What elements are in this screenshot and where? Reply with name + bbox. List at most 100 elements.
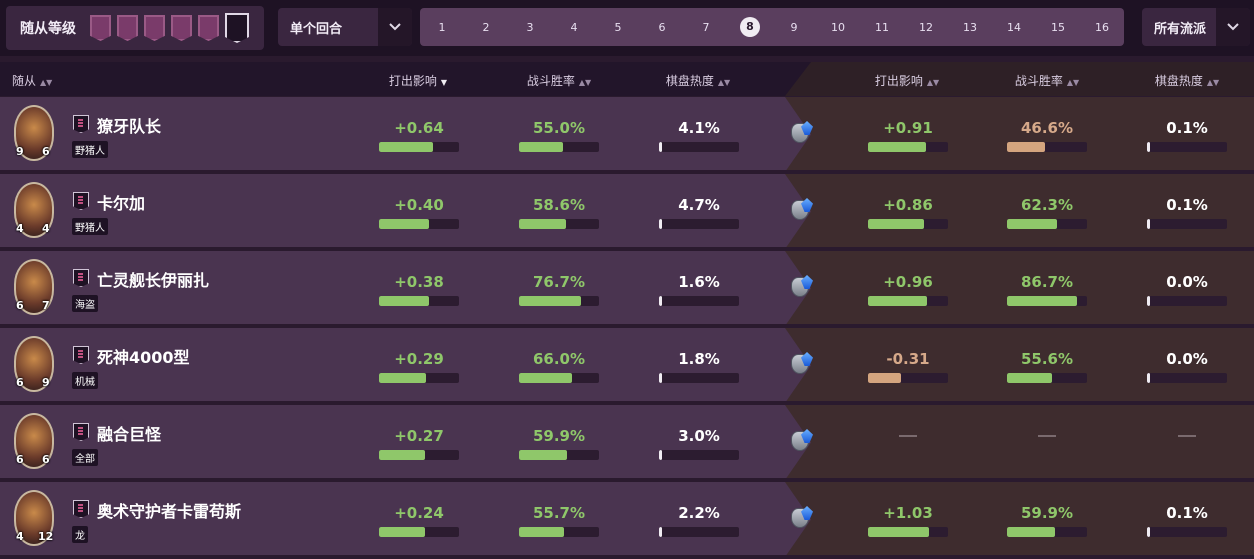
tier-1-icon[interactable]: [90, 15, 111, 41]
shield-gem-icon[interactable]: [791, 352, 815, 378]
left-impact-value: +0.38: [394, 273, 444, 291]
right-heat-bar: [1147, 219, 1227, 229]
minion-portrait[interactable]: [14, 336, 54, 392]
right-heat-bar-fill: [1147, 219, 1150, 229]
turn-1[interactable]: 1: [420, 21, 464, 34]
turn-label: 7: [702, 20, 710, 34]
turn-label: 5: [614, 20, 622, 34]
round-mode-dropdown[interactable]: 单个回合: [278, 8, 412, 46]
minion-name[interactable]: 亡灵舰长伊丽扎: [97, 271, 210, 290]
turn-13[interactable]: 13: [948, 21, 992, 34]
left-winrate-bar-fill: [519, 296, 581, 306]
turn-label: 9: [790, 20, 798, 34]
turn-6[interactable]: 6: [640, 21, 684, 34]
turn-4[interactable]: 4: [552, 21, 596, 34]
turn-label: 4: [570, 20, 578, 34]
left-heat-bar: [659, 142, 739, 152]
chevron-down-icon[interactable]: [378, 8, 412, 46]
table-row[interactable]: 4 4 卡尔加 野猪人 +0.40 58.6% 4.7% +0.86 62.3% 0.1%: [0, 174, 1254, 249]
minion-portrait[interactable]: [14, 182, 54, 238]
turn-9[interactable]: 9: [772, 21, 816, 34]
tier-6-icon: [73, 423, 89, 441]
chevron-down-icon[interactable]: [1216, 8, 1250, 46]
tier-6-icon: [73, 346, 89, 364]
turn-12[interactable]: 12: [904, 21, 948, 34]
minion-name[interactable]: 死神4000型: [97, 348, 190, 367]
turn-3[interactable]: 3: [508, 21, 552, 34]
table-row[interactable]: 6 9 死神4000型 机械 +0.29 66.0% 1.8% -0.31 55.6% 0.0%: [0, 328, 1254, 403]
right-impact-value: +0.96: [883, 273, 933, 291]
column-header-left-heat[interactable]: 棋盘热度 ▲▼: [648, 72, 748, 89]
gem-icon: [801, 506, 813, 520]
right-impact-value: -0.31: [886, 350, 930, 368]
turn-5[interactable]: 5: [596, 21, 640, 34]
shield-gem-icon[interactable]: [791, 121, 815, 147]
shield-gem-icon[interactable]: [791, 506, 815, 532]
attack-value: 6: [16, 376, 24, 389]
minion-portrait[interactable]: [14, 259, 54, 315]
strategy-dropdown[interactable]: 所有流派: [1142, 8, 1250, 46]
tribe-badge: 海盗: [72, 295, 98, 312]
left-heat-value: 4.1%: [678, 119, 720, 137]
shield-gem-icon[interactable]: [791, 275, 815, 301]
table-row[interactable]: 4 12 奥术守护者卡雷苟斯龙 +0.24 55.7% 2.2% +1.03 59.9% 0.1…: [0, 482, 1254, 557]
left-impact-bar-fill: [379, 219, 429, 229]
tier-2-icon[interactable]: [117, 15, 138, 41]
minion-name[interactable]: 融合巨怪: [97, 425, 162, 444]
minion-portrait[interactable]: [14, 105, 54, 161]
comparison-panel: [785, 482, 1254, 557]
column-header-left-winrate[interactable]: 战斗胜率 ▲▼: [509, 72, 609, 89]
column-header-minion[interactable]: 随从 ▲▼: [12, 72, 52, 89]
turn-8[interactable]: 8: [728, 17, 772, 37]
minion-name[interactable]: 奥术守护者卡雷苟斯: [97, 502, 242, 521]
turn-11[interactable]: 11: [860, 21, 904, 34]
left-impact-value: +0.64: [394, 119, 444, 137]
sort-icon: ▲▼: [578, 78, 592, 87]
turn-10[interactable]: 10: [816, 21, 860, 34]
minion-portrait[interactable]: [14, 490, 54, 546]
left-impact-bar-fill: [379, 450, 426, 460]
column-header-right-winrate[interactable]: 战斗胜率 ▲▼: [997, 72, 1097, 89]
left-winrate-value: 76.7%: [532, 273, 586, 291]
tier-3-icon[interactable]: [144, 15, 165, 41]
gem-icon: [801, 429, 813, 443]
shield-gem-icon[interactable]: [791, 198, 815, 224]
right-impact-bar: [868, 219, 948, 229]
table-row[interactable]: 9 6 獠牙队长 野猪人 +0.64 55.0% 4.1% +0.91 46.6% 0.1%: [0, 97, 1254, 172]
tier-4-icon[interactable]: [171, 15, 192, 41]
minion-name[interactable]: 卡尔加: [97, 194, 146, 213]
turn-14[interactable]: 14: [992, 21, 1036, 34]
column-header-right-impact[interactable]: 打出影响 ▲▼: [857, 72, 957, 89]
right-impact-bar-fill: [868, 219, 924, 229]
table-row[interactable]: 6 6 融合巨怪 全部 +0.27 59.9% 3.0%: [0, 405, 1254, 480]
tier-5-icon[interactable]: [198, 15, 219, 41]
right-heat-bar: [1147, 527, 1227, 537]
shield-gem-icon[interactable]: [791, 429, 815, 455]
sort-icon: ▲▼: [926, 78, 940, 87]
right-heat-value: 0.0%: [1166, 350, 1208, 368]
right-impact-value: +1.03: [883, 504, 933, 522]
turn-label: 3: [526, 20, 534, 34]
turn-7[interactable]: 7: [684, 21, 728, 34]
tier-6-icon[interactable]: [225, 13, 249, 43]
turn-2[interactable]: 2: [464, 21, 508, 34]
column-header-label: 打出影响: [388, 74, 437, 88]
turn-16[interactable]: 16: [1080, 21, 1124, 34]
minion-name[interactable]: 獠牙队长: [97, 117, 162, 136]
turn-15[interactable]: 15: [1036, 21, 1080, 34]
table-row[interactable]: 6 7 亡灵舰长伊丽扎 海盗 +0.38 76.7% 1.6% +0.96 86.7% 0.0%: [0, 251, 1254, 326]
left-winrate-bar-fill: [519, 142, 563, 152]
gem-icon: [801, 121, 813, 135]
right-winrate-value: 62.3%: [1020, 196, 1074, 214]
left-impact-value: +0.24: [394, 504, 444, 522]
right-impact-bar-fill: [868, 296, 928, 306]
column-header-label: 战斗胜率: [526, 74, 575, 88]
column-header-left-impact[interactable]: 打出影响 ▼: [368, 72, 468, 89]
row-divider: [0, 478, 1254, 480]
left-heat-bar-fill: [659, 527, 662, 537]
minion-portrait[interactable]: [14, 413, 54, 469]
column-header-right-heat[interactable]: 棋盘热度 ▲▼: [1137, 72, 1237, 89]
turn-label: 12: [919, 20, 933, 34]
right-impact-value: +0.86: [883, 196, 933, 214]
left-heat-bar: [659, 373, 739, 383]
